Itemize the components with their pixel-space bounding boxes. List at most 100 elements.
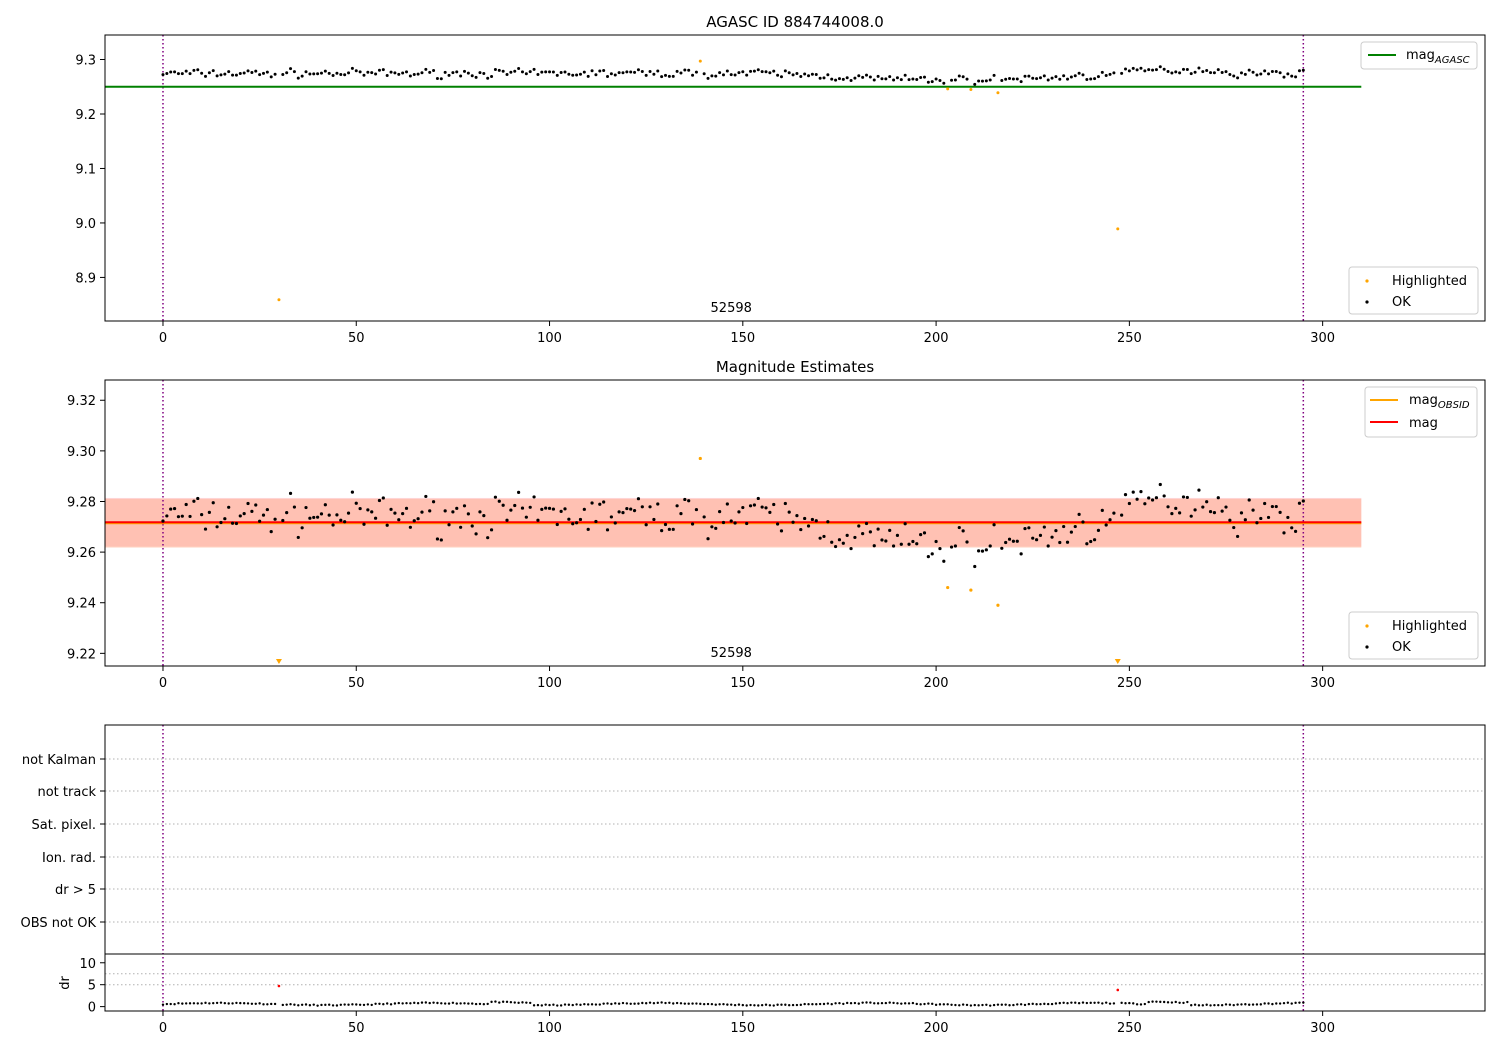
ok-point: [1170, 512, 1174, 516]
ok-point: [748, 504, 753, 508]
dr-point: [316, 1004, 319, 1007]
ok-point: [1301, 68, 1305, 72]
ok-point: [791, 520, 795, 524]
ok-point: [501, 69, 505, 73]
ok-point: [609, 515, 613, 519]
ok-point: [876, 527, 880, 531]
ok-point: [791, 73, 795, 77]
ok-point: [176, 72, 180, 76]
x-tick-label: 300: [1310, 1021, 1335, 1036]
ok-point: [1015, 539, 1019, 543]
ok-point: [702, 72, 706, 76]
ok-point: [636, 68, 640, 72]
ok-point: [343, 520, 347, 524]
dr-point: [718, 1003, 721, 1006]
dr-point: [583, 1002, 586, 1006]
ok-point: [207, 510, 211, 514]
ok-point: [1224, 70, 1228, 74]
ok-point: [1000, 546, 1004, 550]
dr-point: [656, 1001, 659, 1005]
dr-point: [815, 1003, 818, 1006]
dr-point: [281, 1003, 285, 1007]
ok-point: [416, 517, 420, 521]
dr-point: [347, 1003, 350, 1006]
dr-point: [1104, 1001, 1108, 1004]
ok-point: [671, 527, 675, 531]
ok-point: [1127, 69, 1131, 73]
dr-point: [1112, 1002, 1116, 1005]
dr-point: [521, 1001, 524, 1004]
dr-point: [1259, 1003, 1262, 1006]
dr-point: [830, 1003, 833, 1006]
dr-point: [1290, 1002, 1293, 1005]
dr-point: [838, 1001, 841, 1005]
dr-point: [784, 1003, 787, 1006]
legend-highlighted-label: Highlighted: [1392, 619, 1467, 634]
ok-point: [1031, 76, 1035, 80]
ok-point: [578, 517, 583, 522]
ok-point: [354, 69, 358, 73]
ok-point: [1197, 488, 1201, 492]
ok-point: [517, 490, 521, 494]
ok-point: [806, 524, 811, 528]
ok-point: [911, 539, 915, 544]
panel-magnitude-estimates: Magnitude Estimates 0 50 100 150 200 250 300 9.…: [67, 358, 1486, 691]
dr-point: [706, 1002, 710, 1006]
ok-point: [300, 526, 304, 530]
ok-point: [381, 496, 385, 500]
dr-point: [590, 1003, 594, 1006]
ok-point: [903, 522, 907, 526]
ok-point: [408, 525, 412, 529]
dr-point: [687, 1002, 690, 1005]
dr-point: [1124, 1002, 1127, 1005]
ok-point: [621, 71, 625, 75]
dr-point: [826, 1002, 830, 1005]
dr-point: [192, 1002, 196, 1005]
ok-point: [258, 519, 262, 523]
ok-point: [238, 514, 242, 518]
dr-point: [1093, 1001, 1096, 1004]
dr-point: [1019, 1003, 1023, 1006]
ok-point: [393, 511, 397, 515]
ok-point: [462, 69, 466, 73]
out-of-range-marker: [1114, 659, 1121, 664]
ok-point: [169, 70, 173, 74]
dr-point: [1054, 1002, 1058, 1005]
ok-point: [768, 71, 772, 75]
dr-point: [300, 1003, 304, 1007]
ok-point: [590, 69, 594, 73]
ok-point: [671, 74, 675, 78]
dr-point: [443, 1002, 447, 1005]
ok-point: [590, 501, 594, 505]
dr-point: [818, 1002, 822, 1006]
ok-point: [528, 70, 532, 74]
ok-point: [710, 525, 714, 529]
dr-point: [1170, 1001, 1174, 1004]
ok-point: [845, 533, 849, 538]
ok-point: [1046, 544, 1050, 548]
dr-point: [575, 1003, 578, 1006]
ok-point: [1251, 70, 1255, 74]
panel-1-axes: 0 50 100 150 200 250 300 8.9 9.0 9.1 9.2 9.3: [75, 54, 1335, 346]
highlighted-point: [277, 298, 281, 302]
ok-point: [393, 71, 397, 75]
ok-point: [1205, 68, 1209, 72]
ok-point: [207, 71, 211, 75]
dr-point: [1139, 1003, 1143, 1006]
ok-point: [636, 497, 641, 501]
ok-point: [1174, 70, 1178, 74]
ok-point: [1208, 510, 1213, 514]
dr-point: [1097, 1001, 1100, 1004]
flag-row-label: not Kalman: [22, 753, 96, 768]
ok-point: [938, 546, 942, 551]
dr-point: [1043, 1002, 1046, 1006]
ok-point: [756, 68, 760, 72]
highlighted-point: [946, 585, 950, 590]
ok-point: [1019, 552, 1023, 556]
dr-point: [683, 1002, 687, 1005]
ok-point: [818, 76, 822, 80]
panel-flags: not Kalman not track Sat. pixel. Ion. rad. d…: [21, 724, 1486, 1036]
ok-point: [803, 516, 807, 521]
ok-point: [760, 70, 764, 74]
dr-point: [1151, 1000, 1154, 1003]
